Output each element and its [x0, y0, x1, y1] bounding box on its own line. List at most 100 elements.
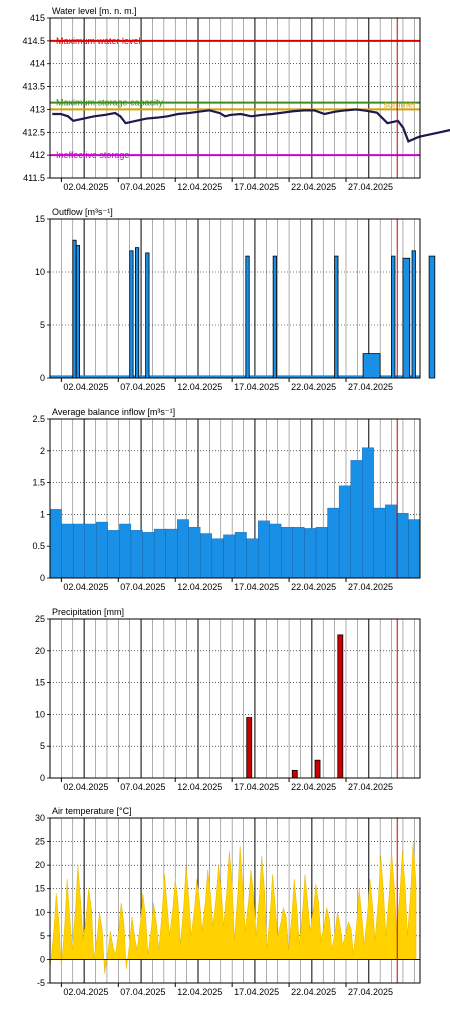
y-tick-label: 415 — [30, 13, 45, 23]
y-tick-label: 5 — [40, 320, 45, 330]
y-tick-label: 412 — [30, 150, 45, 160]
outflow-pulse — [391, 255, 396, 379]
y-tick-label: 413 — [30, 104, 45, 114]
outflow-pulse — [411, 250, 416, 379]
x-tick-label: 12.04.2025 — [177, 987, 222, 997]
outflow-pulse — [272, 255, 277, 379]
outflow-pulse — [362, 353, 381, 379]
outflow-title: Outflow [m³s⁻¹] — [52, 207, 113, 217]
water-title: Water level [m. n. m.] — [52, 6, 137, 16]
x-tick-label: 02.04.2025 — [63, 987, 108, 997]
reference-label: Maximum water level — [56, 36, 141, 46]
outflow-base-area — [50, 375, 420, 378]
precip-bar — [291, 769, 298, 779]
precip-chart: Precipitation [mm] 0 5 10 15 20 25 02.04.2025 07… — [35, 607, 421, 792]
water-grid — [49, 17, 420, 179]
y-tick-label: 0 — [40, 773, 45, 783]
plot-frame — [49, 218, 421, 379]
precip-grid — [49, 618, 420, 779]
x-tick-label: 07.04.2025 — [120, 582, 165, 592]
x-tick-label: 07.04.2025 — [120, 987, 165, 997]
outflow-plot-area — [50, 219, 420, 378]
outflow-pulse — [75, 245, 81, 379]
y-tick-label: 0 — [40, 373, 45, 383]
reference-label: Ineffective storage — [56, 150, 129, 160]
x-tick-label: 12.04.2025 — [177, 382, 222, 392]
y-tick-label: 10 — [35, 907, 45, 917]
x-tick-label: 12.04.2025 — [177, 782, 222, 792]
x-tick-label: 17.04.2025 — [234, 782, 279, 792]
y-tick-label: 411.5 — [23, 173, 45, 183]
x-tick-label: 22.04.2025 — [291, 582, 336, 592]
reference-label: summer — [383, 99, 416, 109]
x-tick-label: 17.04.2025 — [234, 582, 279, 592]
y-tick-label: 25 — [35, 837, 45, 847]
water-level-line — [52, 108, 450, 143]
x-tick-label: 02.04.2025 — [63, 182, 108, 192]
x-tick-label: 02.04.2025 — [63, 782, 108, 792]
outflow-pulse — [129, 250, 134, 379]
y-tick-label: 414 — [30, 59, 45, 69]
x-tick-label: 27.04.2025 — [348, 782, 393, 792]
x-tick-label: 17.04.2025 — [234, 382, 279, 392]
plot-frame — [49, 817, 421, 984]
x-tick-label: 22.04.2025 — [291, 782, 336, 792]
outflow-pulse — [428, 255, 436, 379]
x-tick-label: 07.04.2025 — [120, 782, 165, 792]
temp-chart: Air temperature [°C] -5 0 5 10 15 20 25 30 02.04.… — [35, 806, 421, 997]
y-tick-label: 20 — [35, 860, 45, 870]
y-tick-label: 413.5 — [22, 82, 45, 92]
y-tick-label: 0 — [40, 573, 45, 583]
outflow-pulse — [334, 255, 339, 379]
outflow-pulse — [145, 252, 150, 379]
plot-frame — [49, 418, 421, 579]
x-tick-label: 02.04.2025 — [63, 382, 108, 392]
y-tick-label: 1 — [40, 509, 45, 519]
outflow-pulse — [245, 255, 250, 379]
water-chart: Water level [m. n. m.] 411.5 412 412.5 413 41… — [22, 6, 450, 192]
x-tick-label: 27.04.2025 — [348, 987, 393, 997]
y-tick-label: 15 — [35, 214, 45, 224]
temp-title: Air temperature [°C] — [52, 806, 132, 816]
precip-plot-area — [50, 619, 420, 778]
y-tick-label: 2 — [40, 446, 45, 456]
outflow-pulse — [402, 257, 411, 379]
outflow-pulse — [134, 247, 140, 379]
y-tick-label: 5 — [40, 741, 45, 751]
reference-label: Maximum storage capacity — [56, 98, 164, 108]
x-tick-label: 22.04.2025 — [291, 382, 336, 392]
x-tick-label: 12.04.2025 — [177, 582, 222, 592]
y-tick-label: 25 — [35, 614, 45, 624]
y-tick-label: 30 — [35, 813, 45, 823]
x-tick-label: 07.04.2025 — [120, 182, 165, 192]
precip-bar — [246, 717, 253, 779]
y-tick-label: 2.5 — [32, 414, 45, 424]
y-tick-label: 10 — [35, 267, 45, 277]
x-tick-label: 17.04.2025 — [234, 987, 279, 997]
outflow-chart: Outflow [m³s⁻¹] 0 5 10 15 02.04.2025 07.04.202… — [35, 207, 436, 392]
x-tick-label: 07.04.2025 — [120, 382, 165, 392]
x-tick-label: 27.04.2025 — [348, 182, 393, 192]
x-tick-label: 27.04.2025 — [348, 382, 393, 392]
y-tick-label: 0 — [40, 954, 45, 964]
y-tick-label: 412.5 — [22, 127, 45, 137]
outflow-pulse — [72, 239, 77, 379]
precip-title: Precipitation [mm] — [52, 607, 124, 617]
temperature-area — [50, 841, 417, 974]
inflow-title: Average balance inflow [m³s⁻¹] — [52, 407, 175, 417]
plot-frame — [49, 618, 421, 779]
y-tick-label: 1.5 — [32, 478, 45, 488]
y-tick-label: 414.5 — [22, 36, 45, 46]
y-tick-label: -5 — [37, 978, 45, 988]
x-tick-label: 02.04.2025 — [63, 582, 108, 592]
precip-bar — [337, 634, 344, 779]
x-tick-label: 22.04.2025 — [291, 182, 336, 192]
y-tick-label: 10 — [35, 709, 45, 719]
water-plot-area — [50, 18, 420, 178]
inflow-chart: Average balance inflow [m³s⁻¹]00.511.522… — [32, 407, 421, 592]
y-tick-label: 5 — [40, 931, 45, 941]
x-tick-label: 27.04.2025 — [348, 582, 393, 592]
y-tick-label: 0.5 — [32, 541, 45, 551]
y-tick-label: 20 — [35, 646, 45, 656]
